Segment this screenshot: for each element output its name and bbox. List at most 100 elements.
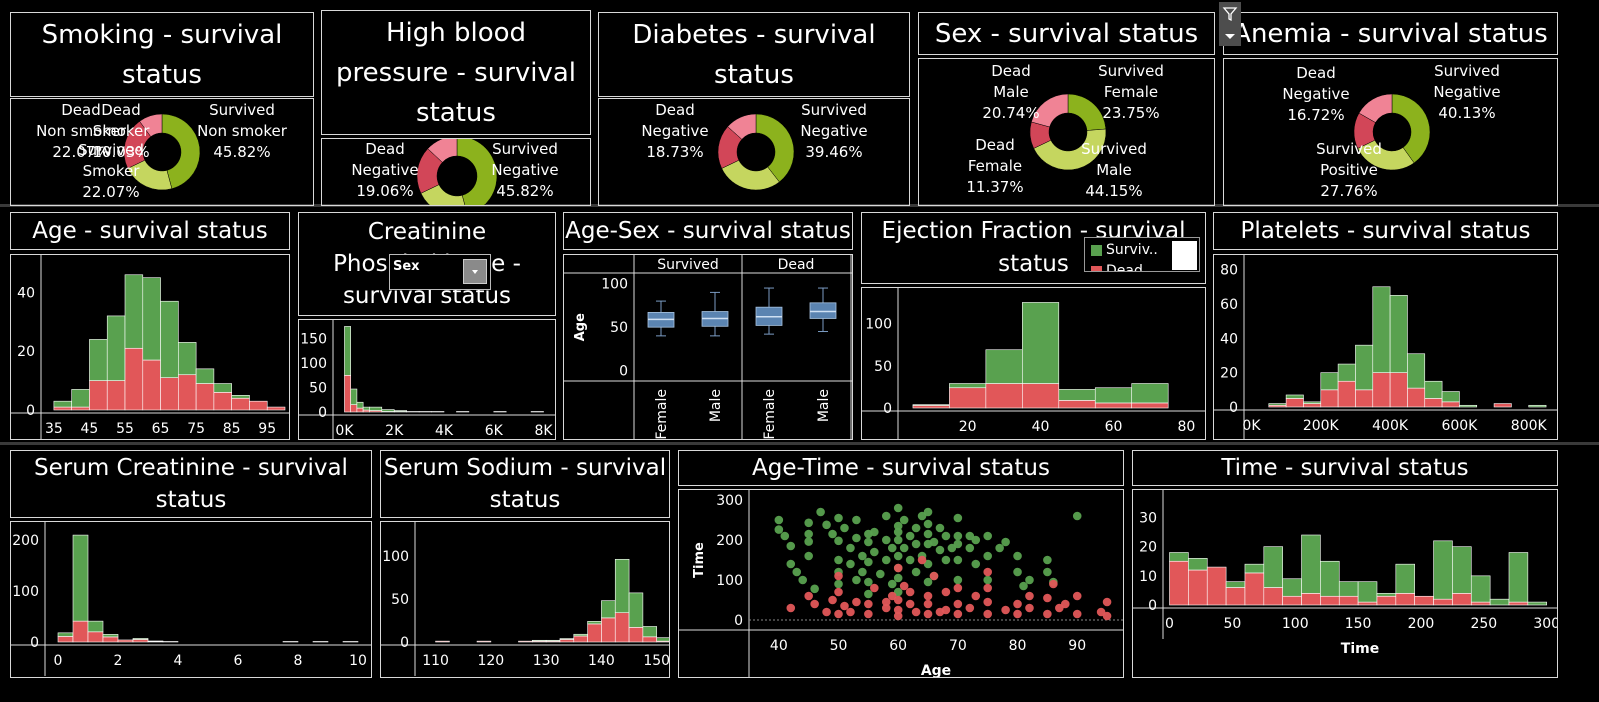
- bar-dead: [132, 639, 149, 643]
- donut-slice: [427, 139, 458, 163]
- smoking-label-dead-nonsmoker: Dead Non smoker 22.07%: [36, 101, 126, 161]
- bar-survived: [1508, 552, 1529, 603]
- point-survived: [846, 543, 855, 553]
- point-survived: [983, 551, 993, 561]
- filter-icon[interactable]: [1219, 2, 1241, 46]
- bar-survived: [356, 401, 364, 409]
- bar-survived: [573, 633, 588, 637]
- point-dead: [941, 587, 951, 597]
- point-survived: [893, 521, 903, 531]
- donut-slice: [456, 139, 498, 205]
- y-tick-label: 200: [716, 533, 743, 549]
- bar-dead: [1355, 389, 1374, 408]
- point-survived: [1072, 511, 1082, 521]
- y-tick-label: 0: [26, 403, 35, 419]
- agetime-scatter: 0 100 200 300 40 50 60 70 80 90 Age Time: [679, 490, 1123, 679]
- bar-dead: [142, 359, 161, 411]
- y-tick-label: 40: [17, 285, 35, 301]
- y-axis-title: Time: [692, 542, 707, 578]
- point-survived: [780, 531, 790, 541]
- bar-survived: [1376, 593, 1397, 597]
- bar-dead: [87, 631, 104, 643]
- point-dead: [870, 583, 879, 593]
- sodium-histogram: 0 50 100 110 120 130 140 150: [381, 522, 671, 676]
- legend-item-survived[interactable]: Surviv..: [1087, 242, 1158, 258]
- point-survived: [905, 555, 915, 565]
- agesex-title: Age-Sex - survival status: [563, 212, 853, 250]
- bar-survived: [1268, 403, 1287, 406]
- point-dead: [881, 603, 891, 613]
- x-tick-label: Female: [654, 389, 670, 439]
- point-survived: [881, 555, 891, 565]
- legend-item-dead[interactable]: Dead: [1087, 263, 1143, 272]
- bar-survived: [89, 339, 108, 381]
- bar-dead: [1303, 403, 1322, 408]
- point-survived: [864, 537, 873, 547]
- bar-survived: [912, 404, 950, 406]
- bar-survived: [1489, 598, 1510, 606]
- point-dead: [1013, 599, 1022, 609]
- y-tick-label: 0: [30, 635, 39, 651]
- bar-survived: [628, 592, 644, 628]
- bar-dead: [1320, 389, 1339, 408]
- anemia-label-dead-negative: Dead Negative 16.72%: [1282, 64, 1350, 124]
- bar-survived: [102, 634, 119, 638]
- sex-filter-dropdown[interactable]: Sex: [389, 254, 491, 290]
- bar-dead: [1263, 587, 1283, 606]
- x-tick-label: 40: [770, 638, 788, 654]
- bar-dead: [1320, 595, 1340, 606]
- point-dead: [1049, 579, 1058, 589]
- diabetes-title: Diabetes - survival status: [598, 12, 910, 97]
- bar-dead: [1433, 598, 1453, 606]
- bar-dead: [1206, 566, 1227, 606]
- bar-dead: [1169, 560, 1189, 606]
- time-chart-panel: 0 10 20 30 0 50 100 150 200 250 300 Time: [1132, 489, 1560, 678]
- bar-survived: [1395, 563, 1415, 594]
- y-tick-label: 10: [1139, 569, 1157, 585]
- legend-scrollbar[interactable]: [1172, 241, 1197, 270]
- platelets-title: Platelets - survival status: [1213, 212, 1558, 250]
- bar-dead: [1424, 398, 1443, 408]
- point-survived: [852, 575, 861, 585]
- point-dead: [1043, 593, 1052, 603]
- bar-survived: [1058, 389, 1096, 401]
- dropdown-arrow[interactable]: [463, 259, 487, 284]
- bar-survived: [1528, 404, 1547, 408]
- point-dead: [905, 599, 915, 609]
- anemia-label-survived-positive: Survived Positive 27.76%: [1316, 140, 1382, 200]
- point-dead: [965, 603, 975, 613]
- point-survived: [834, 536, 843, 546]
- y-tick-label: 0: [1148, 598, 1157, 614]
- smoking-donut-panel: [10, 98, 314, 206]
- point-survived: [840, 523, 849, 533]
- x-tick-label: 100: [1282, 616, 1309, 632]
- point-survived: [810, 584, 819, 594]
- point-dead: [941, 605, 951, 615]
- ef-histogram: 0 50 100 20 40 60 80: [862, 288, 1205, 442]
- point-dead: [864, 599, 873, 609]
- bar-dead: [1407, 387, 1426, 408]
- bar-survived: [72, 534, 89, 622]
- x-axis-title: Time: [1341, 641, 1379, 657]
- bar-survived: [532, 639, 547, 642]
- y-tick-label: 20: [1139, 540, 1157, 556]
- bar-dead: [231, 397, 250, 411]
- point-dead: [834, 587, 843, 597]
- bar-survived: [1303, 401, 1322, 404]
- bar-dead: [573, 635, 588, 643]
- bar-survived: [106, 315, 126, 381]
- point-survived: [941, 531, 951, 541]
- y-tick-label: 100: [300, 356, 327, 372]
- bar-dead: [1372, 372, 1391, 408]
- bar-dead: [195, 383, 215, 411]
- point-dead: [923, 609, 933, 619]
- anemia-donut-panel: [1223, 58, 1558, 206]
- bar-dead: [356, 407, 364, 413]
- legend-label-dead: Dead: [1106, 263, 1143, 272]
- bar-dead: [1389, 372, 1408, 408]
- bar-survived: [1225, 581, 1246, 588]
- x-tick-label: Male: [708, 389, 724, 422]
- survival-legend[interactable]: Surviv.. Dead: [1084, 237, 1200, 272]
- bar-dead: [559, 639, 575, 643]
- x-tick-label: 65: [152, 421, 170, 437]
